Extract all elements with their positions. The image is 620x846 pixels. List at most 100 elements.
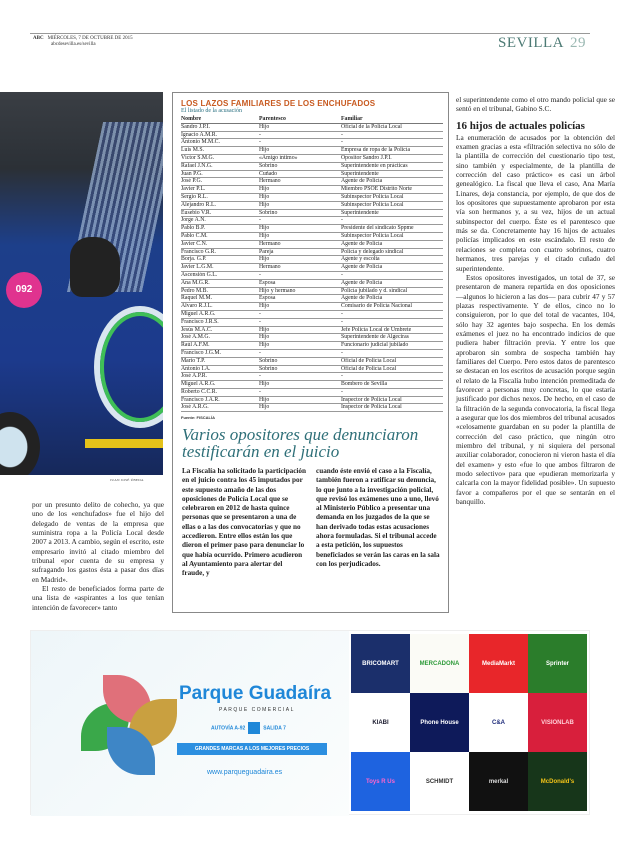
table-row: Pablo B.P. Hijo Presidente del sindicato S… [181,224,443,233]
brand-logo: Toys R Us [351,752,410,811]
table-row: Jesús M.A.C. Hijo Jefe Policía Local de Um… [181,326,443,335]
brand-logo: McDonald's [528,752,587,811]
relative-cell: Superintendente en prácticas [341,162,443,171]
ad-directions: AUTOVÍA A-92 SALIDA 7 [211,722,286,734]
table-row: Pablo C.M. Hijo Subinspector Policía Local [181,232,443,241]
relation-cell: - [259,216,341,226]
name-cell: Alejandro R.L. [181,201,259,210]
table-row: Raquel M.M. Esposa Agente de Policía [181,294,443,304]
table-source: Fuente: FISCALÍA [181,415,215,421]
name-cell: Francisco J.A.R. [181,396,259,405]
page-number: 29 [570,35,586,51]
table-row: Juan P.G. Cuñado Superintendente [181,170,443,179]
table-row: José A.R.G. Hijo Inspector de Policía Loca… [181,403,443,413]
name-cell: Francisco J.R.S. [181,318,259,327]
table-row: Pedro M.B. Hijo y hermano Policía jubilado… [181,287,443,296]
name-cell: Luis M.S. [181,146,259,155]
relative-cell: Subinspector Policía Local [341,232,443,241]
relation-cell: - [259,388,341,397]
relative-cell: Bombero de Sevilla [341,380,443,389]
table-row: José A.P.R. - - [181,372,443,382]
relative-cell: Presidente del sindicato Sppme [341,224,443,233]
ad-url[interactable]: www.parqueguadaira.es [207,769,283,776]
left-column: por un presunto delito de cohecho, ya qu… [32,500,164,612]
table-row: Borja. G.P. Hijo Agente y escolta [181,255,443,265]
relative-cell: Agente de Policía [341,263,443,272]
relative-cell: Oficial de Policía Local [341,365,443,374]
relative-cell: - [341,131,443,140]
relation-cell: Cuñado [259,170,341,179]
relative-cell: Empresa de ropa de la Policía [341,146,443,155]
table-row: Luis M.S. Hijo Empresa de ropa de la Polic… [181,146,443,155]
table-row: Ascensión G.L. - - [181,271,443,280]
relation-cell: - [259,318,341,327]
name-cell: Roberto C.C.R. [181,388,259,397]
subheading: 16 hijos de actuales policías [456,119,585,132]
name-cell: Ignacio A.M.R. [181,131,259,140]
relation-cell: Hijo [259,255,341,265]
header-rule [30,33,590,34]
table-row: Jorge A.N. - - [181,216,443,226]
relation-cell: - [259,349,341,358]
sidebar-column-1: La Fiscalía ha solicitado la participaci… [182,467,306,578]
exit: SALIDA 7 [263,725,286,732]
relation-cell: Hijo [259,302,341,311]
photo-credit: JUAN JOSÉ ÚBEDA [110,478,144,482]
name-cell: Antonio M.M.C. [181,138,259,148]
advertisement[interactable]: Parque Guadaíra PARQUE COMERCIAL AUTOVÍA… [30,630,590,816]
relative-cell: - [341,216,443,226]
name-cell: Pablo B.P. [181,224,259,233]
relative-cell: - [341,388,443,397]
relation-cell: - [259,271,341,280]
web-url: abcdesevilla.es/sevilla [51,42,96,47]
paragraph: por un presunto delito de cohecho, ya qu… [32,500,164,584]
relative-cell: Subinspector Policía Local [341,201,443,210]
relative-cell: Oficial de Policía Local [341,357,443,366]
relative-cell: Oficial de la Policía Local [341,123,443,132]
yellow-stripe [85,439,163,448]
name-cell: Ana M.G.R. [181,279,259,288]
van-mirror [70,237,120,297]
name-cell: Francisco G.R. [181,248,259,257]
table-row: Víctor S.M.G. «Amigo íntimo» Opositor Sand… [181,154,443,163]
092-badge: 092 [6,272,42,308]
relative-cell: Agente de Policía [341,240,443,249]
relations-table: Nombre Parentesco Familiar Sandro J.P.I.… [181,116,443,413]
name-cell: Miguel A.R.G. [181,380,259,389]
table-subtitle: El listado de la acusación [181,108,242,114]
table-row: Roberto C.C.R. - - [181,388,443,397]
name-cell: Borja. G.P. [181,255,259,265]
table-title: LOS LAZOS FAMILIARES DE LOS ENCHUFADOS [181,99,376,108]
table-row: Sergio R.L. Hijo Subinspector Policía Loca… [181,193,443,202]
name-cell: Javier L.G.M. [181,263,259,272]
relative-cell: Subinspector Policía Local [341,193,443,202]
relation-cell: Hijo [259,185,341,194]
ad-banner: GRANDES MARCAS A LOS MEJORES PRECIOS [177,743,327,755]
folio: ABC MIÉRCOLES, 7 DE OCTUBRE DE 2015 abcde… [33,36,133,48]
relation-cell: Hijo [259,224,341,233]
name-cell: Francisco J.G.M. [181,349,259,358]
brand-logo: VISIONLAB [528,693,587,752]
relation-cell: Hijo [259,232,341,241]
table-row: Sandro J.P.I. Hijo Oficial de la Policía L… [181,123,443,132]
relation-cell: Sobrino [259,209,341,218]
relative-cell: Miembro PSOE Distrito Norte [341,185,443,194]
name-cell: Sandro J.P.I. [181,123,259,132]
relative-cell: - [341,138,443,148]
brand-logo: MediaMarkt [469,634,528,693]
ad-promo: Parque Guadaíra PARQUE COMERCIAL AUTOVÍA… [31,631,349,816]
sidebar-box: LOS LAZOS FAMILIARES DE LOS ENCHUFADOS E… [172,92,449,613]
name-cell: Javier P.L. [181,185,259,194]
name-cell: Miguel A.R.G. [181,310,259,319]
relation-cell: Hijo y hermano [259,287,341,296]
section-header: SEVILLA 29 [498,35,586,52]
relative-cell: Agente de Policía [341,294,443,304]
relation-cell: Hijo [259,146,341,155]
name-cell: Ascensión G.L. [181,271,259,280]
sidebar-column-2: cuando éste envió el caso a la Fiscalía,… [316,467,440,568]
relation-cell: - [259,131,341,140]
brand-logo: Phone House [410,693,469,752]
road: AUTOVÍA A-92 [211,725,246,732]
col-header-relative: Familiar [341,116,443,124]
relation-cell: Esposa [259,279,341,288]
